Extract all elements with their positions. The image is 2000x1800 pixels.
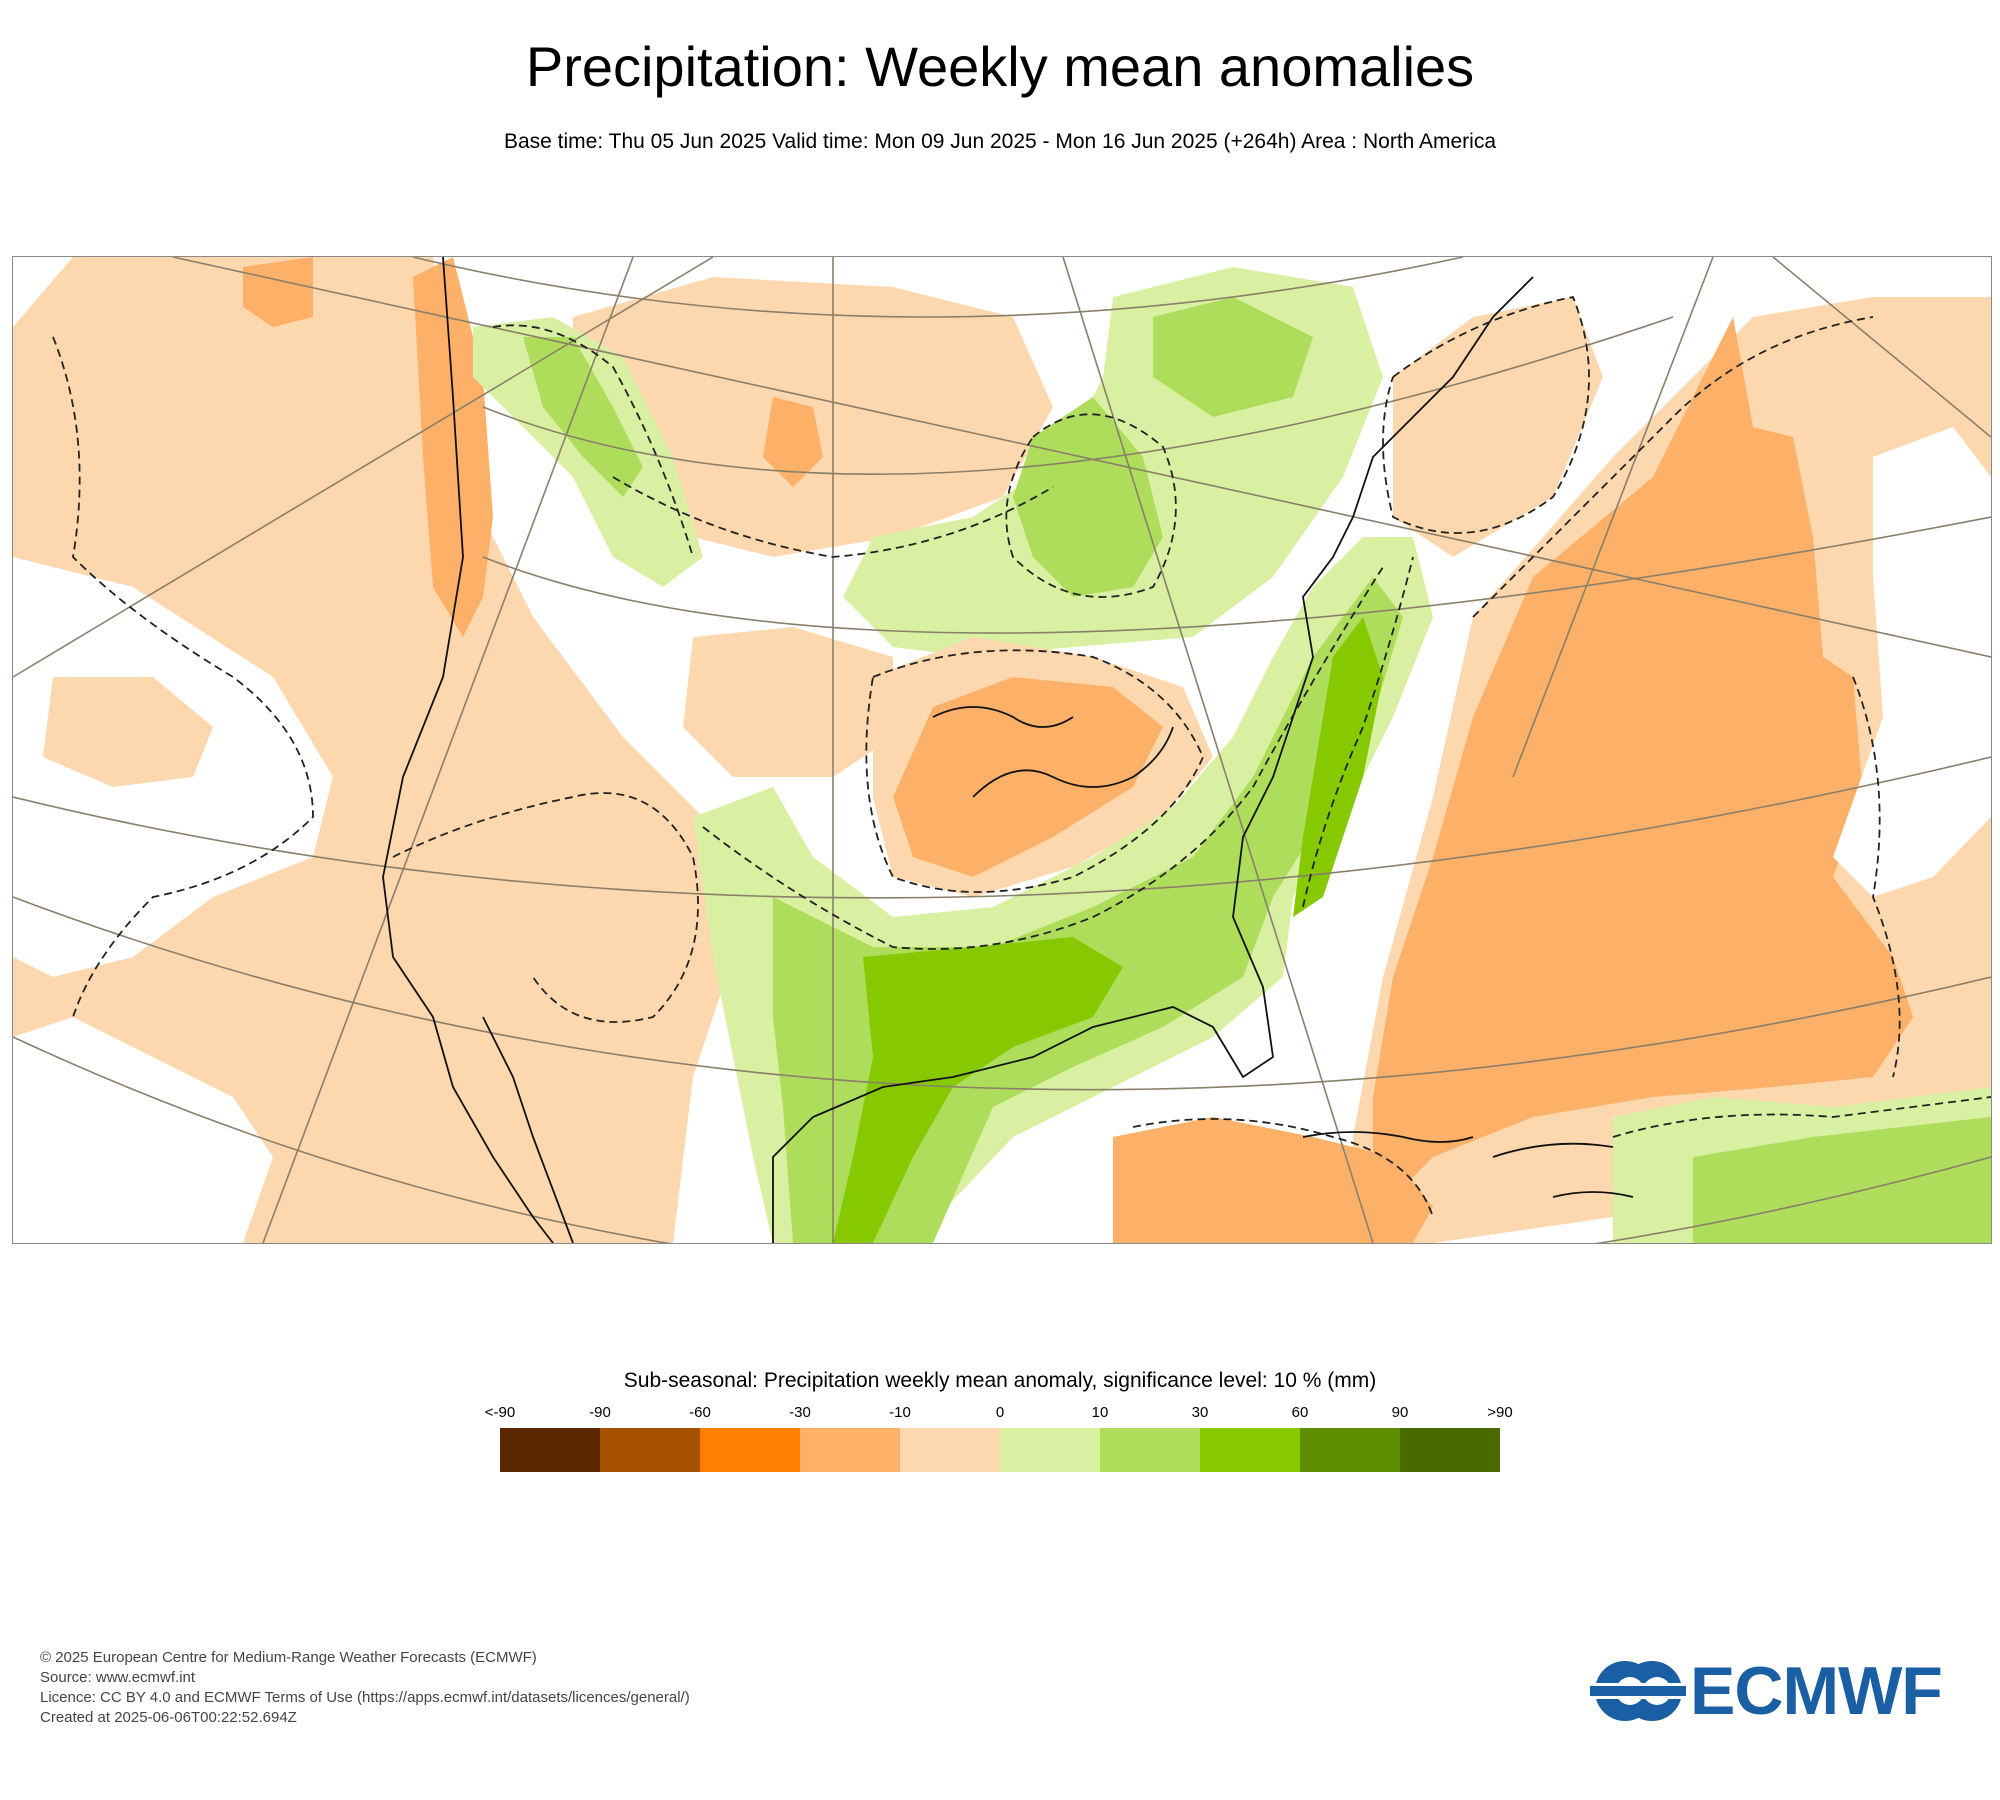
- footer-credits: © 2025 European Centre for Medium-Range …: [40, 1648, 690, 1728]
- source-text: Source: www.ecmwf.int: [40, 1669, 196, 1686]
- legend-swatch: [1100, 1428, 1200, 1472]
- legend-label: -10: [889, 1404, 911, 1421]
- great-lakes-dry-strong: [893, 677, 1163, 877]
- legend-swatch: [600, 1428, 700, 1472]
- legend-label: <-90: [484, 1404, 516, 1421]
- legend-swatch: [800, 1428, 900, 1472]
- licence-text: Licence: CC BY 4.0 and ECMWF Terms of Us…: [40, 1689, 690, 1706]
- legend-label: 10: [1091, 1404, 1109, 1421]
- bc-dry-strong: [243, 257, 313, 327]
- quebec-dry-region: [1393, 297, 1603, 557]
- anomaly-map[interactable]: [12, 256, 1992, 1244]
- legend-swatch: [500, 1428, 600, 1472]
- legend-labels: <-90 -90 -60 -30 -10 0 10 30 60 90 >90: [485, 1404, 1513, 1424]
- legend-label: 30: [1191, 1404, 1209, 1421]
- west-neutral-gap-2: [13, 1017, 273, 1243]
- ecmwf-logo-icon: [1590, 1661, 1686, 1721]
- significance-contours: [52, 295, 1991, 1218]
- map-canvas: [13, 257, 1991, 1243]
- coastlines: [382, 257, 1634, 1243]
- legend-label: 90: [1391, 1404, 1409, 1421]
- ontario-wet-medium: [1013, 397, 1163, 597]
- legend-swatch: [900, 1428, 1000, 1472]
- graticule: [13, 257, 1991, 1243]
- midwest-dry-region: [683, 627, 893, 777]
- prairie-wet-medium: [523, 337, 643, 497]
- legend-swatch: [1000, 1428, 1100, 1472]
- legend-title: Sub-seasonal: Precipitation weekly mean …: [623, 1369, 1377, 1392]
- ontario-wet-medium-2: [1153, 297, 1313, 417]
- ecmwf-logo: ECMWF: [1590, 1656, 1960, 1726]
- caribbean-dry-strong: [1113, 1117, 1433, 1243]
- west-dry-region: [13, 257, 733, 1243]
- atlantic-neutral-gap: [1833, 427, 1991, 897]
- legend-label: 60: [1291, 1404, 1309, 1421]
- gulf-wet-strong: [833, 937, 1123, 1243]
- legend-swatch: [700, 1428, 800, 1472]
- west-dry-patch: [43, 677, 213, 787]
- legend-label: -30: [789, 1404, 811, 1421]
- legend-label: >90: [1487, 1404, 1513, 1421]
- ecmwf-logo-text: ECMWF: [1690, 1653, 1943, 1729]
- copyright-text: © 2025 European Centre for Medium-Range …: [40, 1649, 537, 1666]
- created-text: Created at 2025-06-06T00:22:52.694Z: [40, 1709, 297, 1726]
- page-title: Precipitation: Weekly mean anomalies: [525, 35, 1475, 98]
- atlantic-dry-strong: [1373, 317, 1913, 1217]
- page-subtitle: Base time: Thu 05 Jun 2025 Valid time: M…: [503, 130, 1497, 153]
- legend-swatch: [1400, 1428, 1500, 1472]
- legend-colorbar: [500, 1428, 1500, 1472]
- legend-label: 0: [995, 1404, 1005, 1421]
- canada-dry-strong: [763, 397, 823, 487]
- legend-swatch: [1200, 1428, 1300, 1472]
- legend-label: -90: [589, 1404, 611, 1421]
- legend-swatch: [1300, 1428, 1400, 1472]
- legend-label: -60: [689, 1404, 711, 1421]
- atlantic-wet-strong: [1293, 617, 1383, 917]
